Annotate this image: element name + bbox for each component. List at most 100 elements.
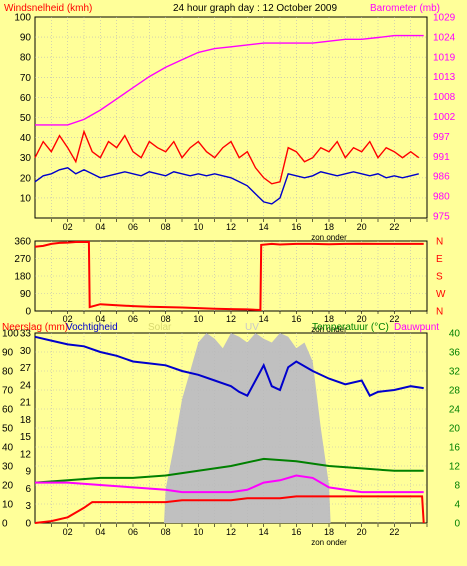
humidity-y-tick-label: 90: [2, 348, 14, 359]
rain-y-tick-label: 6: [25, 484, 31, 495]
mid-x-tick-label: 02: [63, 314, 73, 324]
rain-y-tick-label: 33: [20, 329, 32, 340]
temperature-y-tick-label: 40: [449, 329, 461, 340]
baro-y-tick-label: 980: [433, 192, 450, 203]
compass-tick-label: N: [436, 307, 443, 318]
top-x-tick-label: 08: [161, 222, 171, 232]
rain-y-tick-label: 9: [25, 467, 31, 478]
chart-title: 24 hour graph day : 12 October 2009: [173, 3, 337, 14]
dewpoint-axis-title: Dauwpunt: [394, 322, 439, 333]
top-x-tick-label: 04: [95, 222, 105, 232]
mid-x-tick-label: 20: [357, 314, 367, 324]
temperature-y-tick-label: 0: [454, 519, 460, 530]
humidity-y-tick-label: 100: [2, 329, 19, 340]
mid-x-tick-label: 10: [193, 314, 203, 324]
temperature-y-tick-label: 28: [449, 386, 461, 397]
rain-y-tick-label: 12: [20, 449, 32, 460]
series-barometer-line: [35, 34, 424, 126]
series-windsnelheid-line: [34, 129, 420, 185]
baro-y-tick-label: 1002: [433, 112, 456, 123]
bot-sunset-label: zon onder: [311, 538, 347, 547]
bot-x-tick-label: 02: [63, 527, 73, 537]
series-temperatuur-line: [34, 457, 424, 484]
mid-x-tick-label: 04: [95, 314, 105, 324]
top-sunset-label: zon onder: [311, 233, 347, 242]
temperature-axis-title: Temperatuur (°C): [312, 322, 389, 333]
top-x-tick-label: 18: [324, 222, 334, 232]
bot-x-tick-label: 14: [259, 527, 269, 537]
compass-tick-label: N: [436, 237, 443, 248]
bot-x-tick-label: 22: [389, 527, 399, 537]
top-x-tick-label: 14: [259, 222, 269, 232]
humidity-y-tick-label: 50: [2, 424, 14, 435]
temperature-y-tick-label: 32: [449, 367, 461, 378]
wind-y-tick-label: 40: [20, 133, 32, 144]
series-windrichting-line: [34, 241, 424, 312]
humidity-y-tick-label: 60: [2, 405, 14, 416]
bot-x-tick-label: 10: [193, 527, 203, 537]
humidity-y-tick-label: 70: [2, 386, 14, 397]
temperature-y-tick-label: 12: [449, 462, 461, 473]
direction-y-tick-label: 0: [25, 307, 31, 318]
mid-x-tick-label: 18: [324, 314, 334, 324]
humidity-axis-title: Vochtigheid: [66, 322, 118, 333]
direction-y-tick-label: 270: [14, 254, 31, 265]
rain-y-tick-label: 24: [20, 380, 32, 391]
bot-x-tick-label: 08: [161, 527, 171, 537]
wind-axis-title: Windsnelheid (kmh): [4, 3, 92, 14]
temperature-y-tick-label: 24: [449, 405, 461, 416]
wind-y-tick-label: 90: [20, 33, 32, 44]
mid-x-tick-label: 08: [161, 314, 171, 324]
top-x-tick-label: 12: [226, 222, 236, 232]
temperature-y-tick-label: 4: [454, 500, 460, 511]
mid-x-tick-label: 12: [226, 314, 236, 324]
temperature-y-tick-label: 36: [449, 348, 461, 359]
top-x-tick-label: 02: [63, 222, 73, 232]
rain-y-tick-label: 0: [25, 519, 31, 530]
bot-x-tick-label: 12: [226, 527, 236, 537]
rain-y-tick-label: 27: [20, 363, 32, 374]
humidity-y-tick-label: 20: [2, 481, 14, 492]
wind-y-tick-label: 10: [20, 193, 32, 204]
top-x-tick-label: 16: [291, 222, 301, 232]
series-neerslag-line: [34, 495, 425, 524]
wind-y-tick-label: 30: [20, 153, 32, 164]
rain-y-tick-label: 30: [20, 346, 32, 357]
humidity-y-tick-label: 10: [2, 500, 14, 511]
humidity-y-tick-label: 30: [2, 462, 14, 473]
mid-x-tick-label: 06: [128, 314, 138, 324]
baro-y-tick-label: 1019: [433, 52, 456, 63]
top-x-tick-label: 20: [357, 222, 367, 232]
baro-y-tick-label: 1029: [433, 13, 456, 24]
compass-tick-label: E: [436, 254, 443, 265]
temperature-y-tick-label: 20: [449, 424, 461, 435]
bot-x-tick-label: 20: [357, 527, 367, 537]
baro-y-tick-label: 991: [433, 152, 450, 163]
baro-y-tick-label: 1024: [433, 32, 456, 43]
compass-tick-label: W: [436, 289, 446, 300]
baro-y-tick-label: 975: [433, 212, 450, 223]
wind-y-tick-label: 80: [20, 53, 32, 64]
direction-y-tick-label: 180: [14, 272, 31, 283]
bot-x-tick-label: 18: [324, 527, 334, 537]
bot-x-tick-label: 04: [95, 527, 105, 537]
top-x-tick-label: 22: [389, 222, 399, 232]
uv-axis-title: UV: [245, 322, 259, 333]
temperature-y-tick-label: 8: [454, 481, 460, 492]
mid-x-tick-label: 16: [291, 314, 301, 324]
wind-y-tick-label: 100: [14, 13, 31, 24]
humidity-y-tick-label: 80: [2, 367, 14, 378]
baro-y-tick-label: 997: [433, 132, 450, 143]
humidity-y-tick-label: 0: [2, 519, 8, 530]
mid-sunset-label: zon onder: [311, 325, 347, 334]
wind-y-tick-label: 50: [20, 113, 32, 124]
series-windvlaag-line: [34, 167, 419, 205]
series-solar-area: [164, 333, 331, 523]
baro-y-tick-label: 986: [433, 172, 450, 183]
compass-tick-label: S: [436, 272, 443, 283]
wind-y-tick-label: 70: [20, 73, 32, 84]
mid-x-tick-label: 14: [259, 314, 269, 324]
wind-y-tick-label: 20: [20, 173, 32, 184]
baro-y-tick-label: 1013: [433, 72, 456, 83]
